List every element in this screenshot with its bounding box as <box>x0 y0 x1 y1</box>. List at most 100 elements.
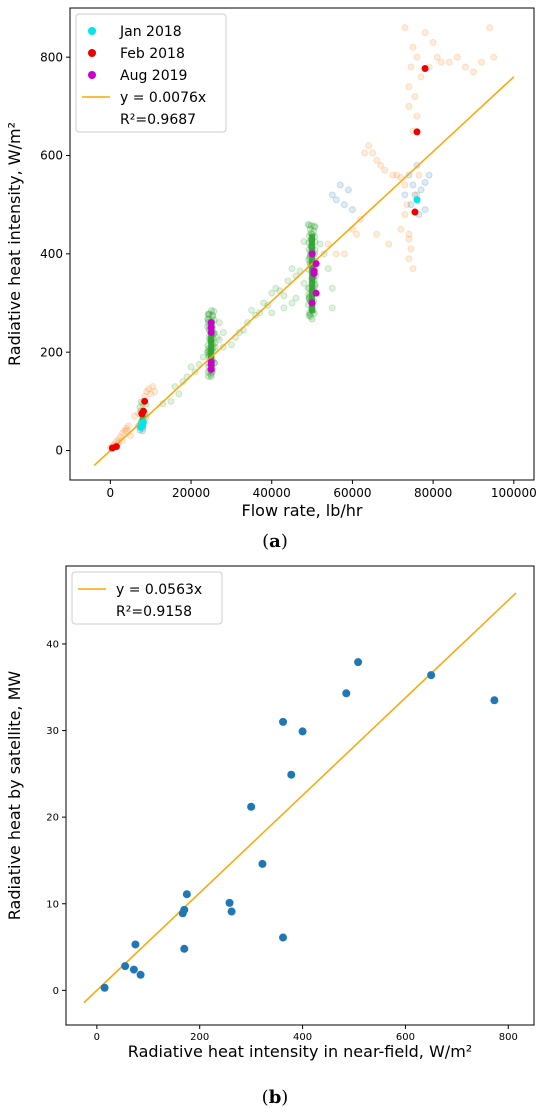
background-point <box>421 179 429 187</box>
flow-rate-scatter-chart: 0 20000 40000 60000 80000 100000 0 200 400 600 800… <box>5 7 537 520</box>
x-tick-label: 200 <box>190 1032 209 1043</box>
y-tick-label: 0 <box>53 986 59 997</box>
background-point <box>437 58 445 66</box>
background-point <box>118 429 126 437</box>
background-point <box>453 53 461 61</box>
background-point <box>407 63 415 71</box>
legend-label: y = 0.0076x <box>120 90 206 106</box>
y-axis-label: Radiative heat by satellite, MW <box>5 671 24 921</box>
y-tick-label: 20 <box>46 813 59 824</box>
data-point <box>100 983 109 992</box>
background-point <box>215 319 223 327</box>
background-point <box>407 201 415 209</box>
background-point <box>344 186 352 194</box>
background-point <box>288 299 296 307</box>
background-point <box>235 329 243 336</box>
background-point <box>425 171 433 179</box>
data-point <box>490 696 499 705</box>
x-tick-label: 800 <box>499 1032 518 1043</box>
background-point <box>187 363 195 371</box>
legend-marker <box>88 27 96 35</box>
caption-a: (a) <box>262 531 288 552</box>
legend-label: y = 0.0563x <box>116 582 202 598</box>
background-point <box>320 250 328 258</box>
data-point <box>308 250 316 258</box>
legend-label: Aug 2019 <box>120 68 187 84</box>
background-point <box>219 343 227 351</box>
background-point <box>389 171 397 179</box>
y-tick-label: 10 <box>46 899 59 910</box>
background-point <box>260 299 268 307</box>
background-point <box>405 171 413 179</box>
background-point <box>284 277 292 285</box>
background-point <box>122 427 130 435</box>
background-point <box>429 38 437 46</box>
x-tick-label: 40000 <box>253 486 291 500</box>
background-point <box>305 311 313 319</box>
legend-label: Feb 2018 <box>120 46 185 62</box>
data-point <box>279 933 288 942</box>
background-point <box>461 63 469 71</box>
background-point <box>120 427 128 435</box>
background-point <box>365 142 373 150</box>
data-point <box>279 717 288 726</box>
background-point <box>310 227 318 235</box>
background-point <box>288 265 296 273</box>
background-point <box>310 222 318 230</box>
background-point <box>445 58 453 66</box>
background-point <box>306 225 314 233</box>
background-point <box>118 437 126 445</box>
background-point <box>213 333 221 341</box>
background-point <box>469 68 477 76</box>
background-point <box>328 304 336 312</box>
legend-box <box>71 571 223 625</box>
background-point <box>401 181 409 189</box>
data-point <box>141 397 149 405</box>
background-point <box>405 230 413 238</box>
background-point <box>300 238 308 246</box>
background-point <box>149 383 157 391</box>
background-point <box>131 412 139 420</box>
background-point <box>122 424 130 432</box>
data-point <box>207 358 215 366</box>
background-point <box>308 315 316 323</box>
fit-line <box>83 592 517 1004</box>
background-point <box>125 422 133 430</box>
data-point <box>182 890 191 899</box>
background-point <box>405 255 413 263</box>
y-tick-label: 800 <box>40 50 63 64</box>
x-axis-label: Flow rate, lb/hr <box>242 501 363 520</box>
background-point <box>340 250 348 258</box>
background-point <box>215 336 223 344</box>
background-point <box>175 390 183 398</box>
legend-box <box>75 13 227 133</box>
data-point <box>413 128 421 136</box>
data-point <box>312 289 320 297</box>
chart-panel-b: 0 200 400 600 800 0 10 20 30 40 Radiative heat int… <box>0 560 550 1119</box>
x-tick-label: 20000 <box>172 486 210 500</box>
data-point <box>247 802 256 811</box>
data-point <box>131 940 140 949</box>
background-point <box>328 284 336 292</box>
background-point <box>381 166 389 174</box>
background-point <box>207 373 215 381</box>
background-point <box>413 112 421 120</box>
background-point <box>397 225 405 233</box>
background-point <box>179 378 187 386</box>
background-point <box>348 206 356 214</box>
dense-column <box>208 320 215 372</box>
y-tick-label: 200 <box>40 345 63 359</box>
background-point <box>328 191 336 199</box>
x-axis-label: Radiative heat intensity in near-field, … <box>128 1042 472 1061</box>
data-point <box>112 443 120 451</box>
data-point <box>225 898 234 907</box>
background-point <box>227 341 235 349</box>
x-tick-label: 100000 <box>491 486 537 500</box>
background-point <box>205 310 213 318</box>
data-point <box>207 365 215 373</box>
background-point <box>340 201 348 209</box>
background-point <box>415 171 423 179</box>
data-point <box>427 671 436 680</box>
data-point <box>308 299 316 307</box>
background-point <box>116 433 124 441</box>
